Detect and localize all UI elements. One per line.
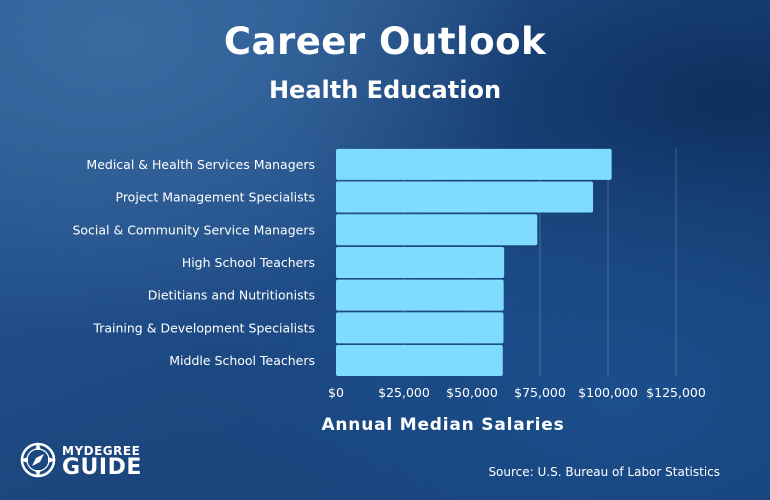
chart-subtitle: Health Education (268, 76, 502, 104)
x-tick-label-2: $50,000 (446, 385, 498, 400)
x-tick-label-1: $25,000 (378, 385, 430, 400)
bar-4 (336, 279, 504, 311)
logo-text-bottom: GUIDE (62, 455, 142, 480)
category-label-0: Medical & Health Services Managers (86, 157, 315, 172)
bar-3 (336, 246, 505, 278)
chart-title: Career Outlook (223, 20, 547, 63)
category-label-4: Dietitians and Nutritionists (148, 288, 315, 303)
x-tick-label-3: $75,000 (514, 385, 566, 400)
logo-text-top: MYDEGREE (62, 444, 141, 458)
mydegreeguide-logo: MYDEGREE GUIDE (18, 440, 148, 485)
x-tick-label-0: $0 (328, 385, 344, 400)
category-label-2: Social & Community Service Managers (72, 222, 315, 237)
category-label-5: Training & Development Specialists (92, 320, 315, 335)
category-label-1: Project Management Specialists (116, 190, 316, 205)
bar-1 (336, 181, 594, 213)
bar-2 (336, 214, 538, 246)
category-label-3: High School Teachers (182, 255, 315, 270)
x-tick-label-4: $100,000 (578, 385, 638, 400)
x-axis-label: Annual Median Salaries (321, 415, 565, 435)
bar-6 (336, 345, 503, 377)
bar-5 (336, 312, 504, 344)
bar-0 (336, 148, 612, 180)
x-tick-label-5: $125,000 (646, 385, 706, 400)
category-label-6: Middle School Teachers (169, 353, 315, 368)
compass-icon (20, 442, 56, 478)
source-note: Source: U.S. Bureau of Labor Statistics (488, 465, 720, 479)
